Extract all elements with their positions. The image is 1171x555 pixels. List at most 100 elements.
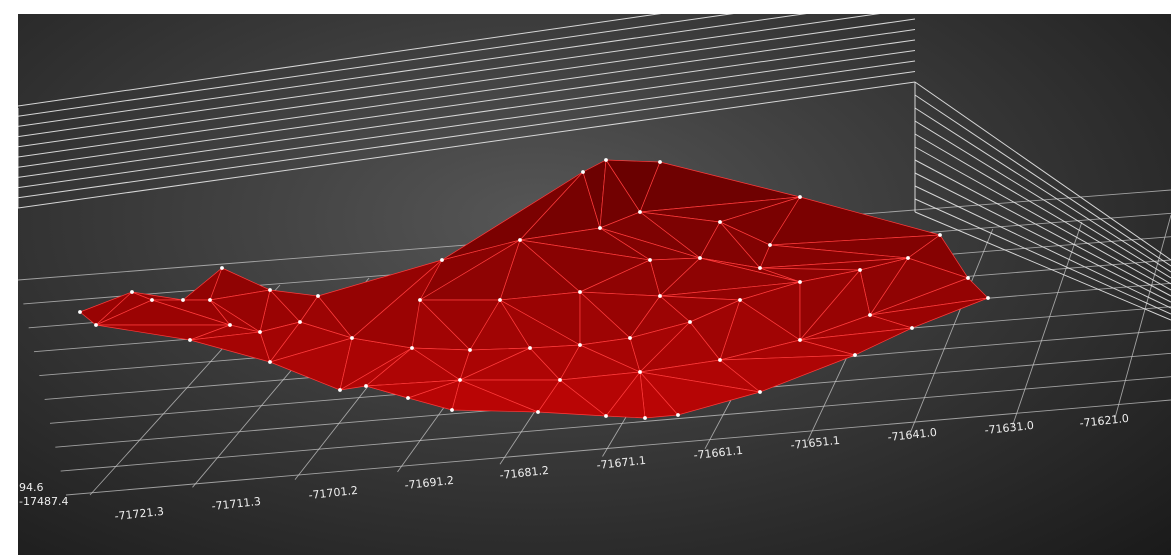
- x-tick-label: -71691.2: [404, 474, 455, 492]
- wall-line: [18, 18, 916, 148]
- vertex-point: [638, 210, 642, 214]
- wall-line: [914, 172, 1171, 303]
- vertex-point: [868, 313, 872, 317]
- x-tick-label: -71641.0: [887, 426, 938, 444]
- mesh-triangle: [189, 331, 271, 363]
- vertex-point: [910, 326, 914, 330]
- vertex-point: [468, 348, 472, 352]
- vertex-point: [966, 276, 970, 280]
- x-tick-label: -71661.1: [693, 444, 744, 462]
- vertex-point: [316, 294, 320, 298]
- vertex-point: [181, 298, 185, 302]
- vertex-point: [208, 298, 212, 302]
- vertex-point: [768, 243, 772, 247]
- x-tick-label: -71721.3: [114, 505, 165, 523]
- vertex-point: [578, 343, 582, 347]
- x-tick-label: -71621.0: [1079, 412, 1130, 430]
- wall-line: [18, 60, 916, 189]
- vertex-point: [130, 290, 134, 294]
- vertex-point: [338, 388, 342, 392]
- 3d-viewport[interactable]: -71721.3 -71711.3 -71701.2 -71691.2 -716…: [18, 14, 1171, 555]
- vertex-point: [150, 298, 154, 302]
- vertex-point: [604, 414, 608, 418]
- x-tick-label: -71711.3: [211, 495, 262, 513]
- vertex-point: [78, 310, 82, 314]
- vertex-point: [798, 338, 802, 342]
- vertex-point: [410, 346, 414, 350]
- vertex-point: [581, 170, 585, 174]
- x-tick-label: -71701.2: [308, 484, 359, 502]
- vertex-point: [986, 296, 990, 300]
- vertex-point: [858, 268, 862, 272]
- vertex-point: [258, 330, 262, 334]
- vertex-point: [220, 266, 224, 270]
- wall-line: [18, 14, 881, 138]
- vertex-point: [698, 256, 702, 260]
- wall-line: [914, 159, 1171, 297]
- wall-line: [18, 14, 807, 127]
- vertex-point: [558, 378, 562, 382]
- vertex-point: [643, 416, 647, 420]
- vertex-point: [268, 360, 272, 364]
- wall-line: [914, 185, 1171, 309]
- vertex-point: [718, 358, 722, 362]
- wall-line: [18, 71, 916, 199]
- vertex-point: [906, 256, 910, 260]
- triangulated-surface: [79, 158, 989, 419]
- vertex-point: [598, 226, 602, 230]
- vertex-point: [658, 294, 662, 298]
- vertex-point: [228, 323, 232, 327]
- vertex-point: [188, 338, 192, 342]
- z-tick-label: 94.6: [19, 481, 44, 494]
- vertex-point: [638, 370, 642, 374]
- x-tick-label: -71631.0: [984, 419, 1035, 437]
- vertex-point: [364, 384, 368, 388]
- vertex-point: [628, 336, 632, 340]
- vertex-point: [758, 266, 762, 270]
- grid-line: [65, 399, 1171, 496]
- back-wall-grid: [18, 14, 1171, 321]
- vertex-point: [688, 320, 692, 324]
- wall-line: [914, 198, 1171, 315]
- vertex-point: [350, 336, 354, 340]
- vertex-point: [268, 288, 272, 292]
- vertex-point: [518, 238, 522, 242]
- wall-line: [914, 81, 1171, 261]
- vertex-point: [604, 158, 608, 162]
- surface-scene: -71721.3 -71711.3 -71701.2 -71691.2 -716…: [18, 14, 1171, 523]
- x-tick-label: -71671.1: [596, 454, 647, 472]
- vertex-point: [718, 220, 722, 224]
- vertex-point: [536, 410, 540, 414]
- wall-line: [914, 94, 1171, 267]
- wall-line: [18, 14, 662, 107]
- x-tick-label: -71681.2: [499, 464, 550, 482]
- vertex-point: [798, 195, 802, 199]
- vertex-point: [578, 290, 582, 294]
- vertex-point: [648, 258, 652, 262]
- x-axis-ticks: -71721.3 -71711.3 -71701.2 -71691.2 -716…: [114, 412, 1130, 523]
- vertex-point: [406, 396, 410, 400]
- wall-line: [914, 107, 1171, 273]
- wall-line: [914, 133, 1171, 285]
- vertex-point: [458, 378, 462, 382]
- vertex-point: [94, 323, 98, 327]
- grid-line: [909, 228, 994, 434]
- vertex-point: [298, 320, 302, 324]
- x-tick-label: -71651.1: [790, 434, 841, 452]
- wall-line: [18, 14, 734, 117]
- vertex-point: [853, 353, 857, 357]
- vertex-point: [938, 233, 942, 237]
- vertex-point: [738, 298, 742, 302]
- vertex-point: [450, 408, 454, 412]
- vertex-point: [498, 298, 502, 302]
- vertex-point: [528, 346, 532, 350]
- grid-line: [1114, 214, 1171, 419]
- wall-line: [914, 120, 1171, 279]
- vertex-point: [658, 160, 662, 164]
- wall-line: [18, 39, 916, 168]
- wall-line: [914, 146, 1171, 291]
- y-tick-label: -17487.4: [19, 495, 68, 508]
- wall-line: [914, 211, 1171, 321]
- surface-vertices: [78, 158, 990, 420]
- vertex-point: [798, 280, 802, 284]
